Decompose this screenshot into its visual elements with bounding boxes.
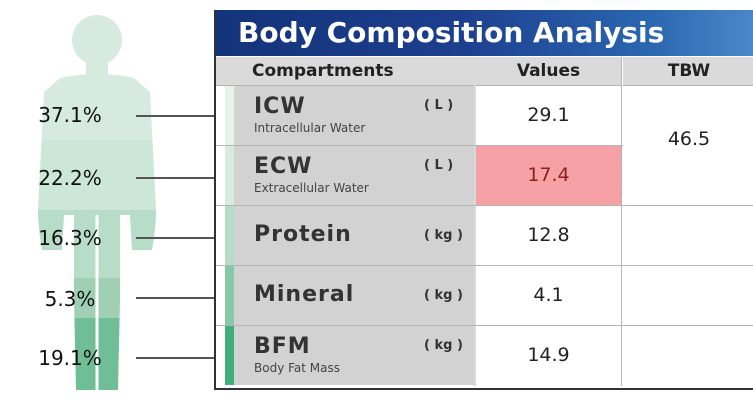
row-accent xyxy=(216,266,234,325)
body-figure: 37.1% 22.2% 16.3% 5.3% 19.1% xyxy=(0,0,214,404)
compartment-name: Mineral xyxy=(254,282,355,307)
column-divider xyxy=(474,57,476,386)
leader-line xyxy=(136,357,214,359)
leader-line xyxy=(136,297,214,299)
compartment-name: ICW xyxy=(254,94,306,119)
unit-label: ( kg ) xyxy=(424,338,463,353)
percentage-label: 22.2% xyxy=(38,166,102,190)
compartment-cell: Mineral ( kg ) xyxy=(234,266,474,325)
row-accent xyxy=(216,86,234,145)
compartment-name: ECW xyxy=(254,154,313,179)
compartment-name: BFM xyxy=(254,334,311,359)
value-cell: 14.9 xyxy=(527,344,570,366)
row-accent xyxy=(216,326,234,385)
body-composition-panel: Body Composition Analysis Compartments V… xyxy=(214,10,753,390)
value-cell: 29.1 xyxy=(527,104,570,126)
unit-label: ( L ) xyxy=(424,158,454,173)
compartment-cell: BFM Body Fat Mass ( kg ) xyxy=(234,326,474,385)
compartment-name: Protein xyxy=(254,222,352,247)
table-row: Mineral ( kg ) 4.1 xyxy=(216,266,753,326)
value-cell-alert: 17.4 xyxy=(476,146,621,205)
compartment-cell: ICW Intracellular Water ( L ) xyxy=(234,86,474,145)
table-row: BFM Body Fat Mass ( kg ) 14.9 xyxy=(216,326,753,386)
row-accent xyxy=(216,146,234,205)
percentage-label: 16.3% xyxy=(38,226,102,250)
compartment-subtitle: Extracellular Water xyxy=(254,181,369,195)
compartment-cell: ECW Extracellular Water ( L ) xyxy=(234,146,474,205)
percentage-label: 19.1% xyxy=(38,346,102,370)
compartment-cell: Protein ( kg ) xyxy=(234,206,474,265)
leader-line xyxy=(136,237,214,239)
table-row: Protein ( kg ) 12.8 xyxy=(216,206,753,266)
column-divider xyxy=(621,57,622,386)
compartment-subtitle: Intracellular Water xyxy=(254,121,366,135)
body-silhouette-icon xyxy=(38,15,156,390)
value-cell: 12.8 xyxy=(527,224,570,246)
table-row: ICW Intracellular Water ( L ) 29.1 xyxy=(216,86,753,146)
compartment-subtitle: Body Fat Mass xyxy=(254,361,340,375)
column-header-tbw: TBW xyxy=(623,57,753,86)
percentage-label: 37.1% xyxy=(38,103,102,127)
value-cell: 4.1 xyxy=(533,284,564,306)
leader-line xyxy=(136,115,214,117)
unit-label: ( L ) xyxy=(424,98,454,113)
unit-label: ( kg ) xyxy=(424,228,463,243)
tbw-value: 46.5 xyxy=(667,128,711,150)
row-accent xyxy=(216,206,234,265)
column-header-values: Values xyxy=(476,57,621,86)
leader-line xyxy=(136,177,214,179)
panel-title: Body Composition Analysis xyxy=(216,10,753,56)
table-row: ECW Extracellular Water ( L ) 17.4 xyxy=(216,146,753,206)
column-header-compartments: Compartments xyxy=(216,57,474,86)
percentage-label: 5.3% xyxy=(44,287,96,311)
unit-label: ( kg ) xyxy=(424,288,463,303)
